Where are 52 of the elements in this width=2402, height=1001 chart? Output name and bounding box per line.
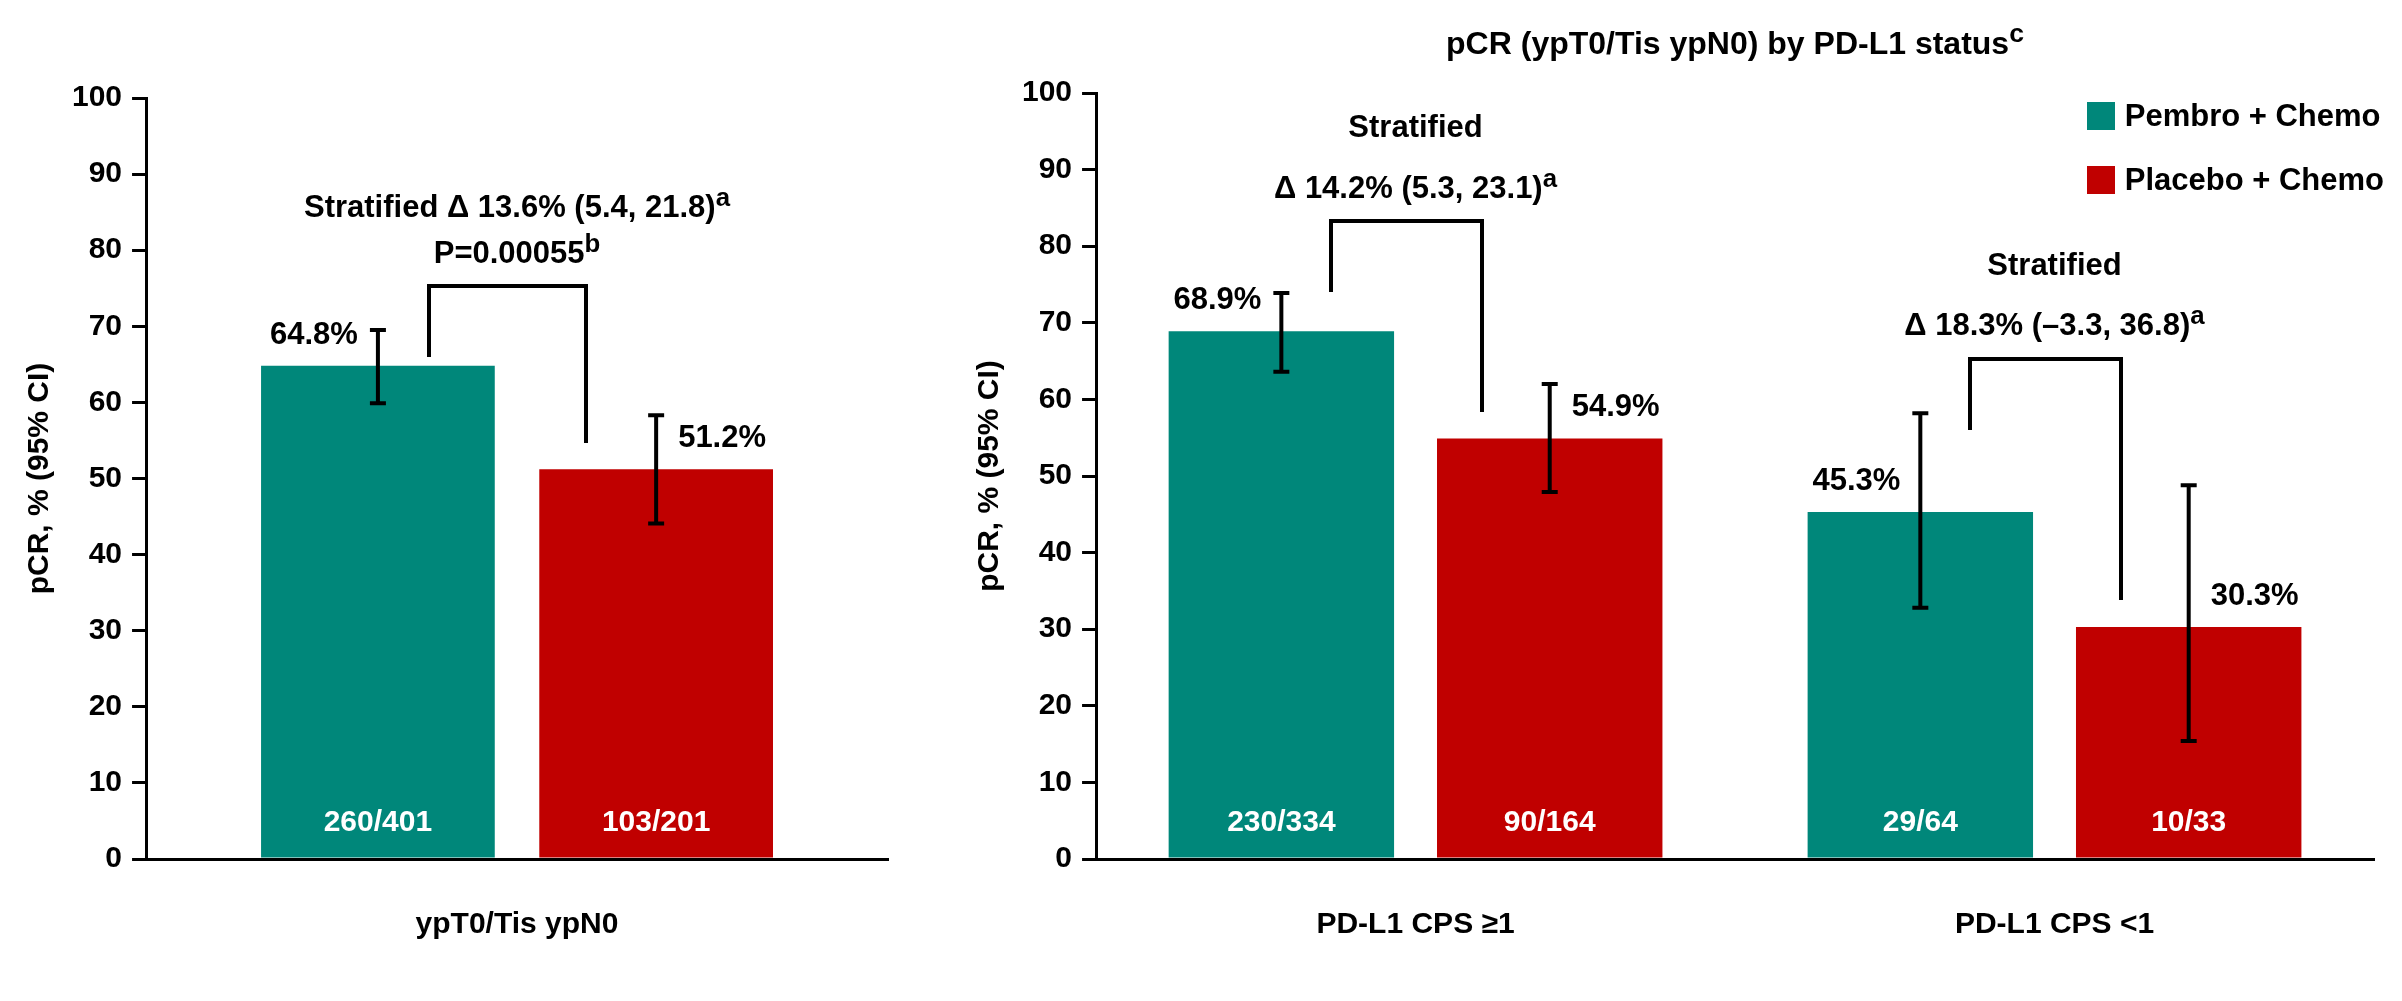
y-tick-label: 80 bbox=[88, 231, 123, 265]
y-axis-title: pCR, % (95% CI) bbox=[971, 360, 1005, 592]
x-tick-label: PD-L1 CPS ≥1 bbox=[1316, 906, 1515, 940]
y-tick-label: 10 bbox=[88, 764, 123, 798]
y-tick-label: 90 bbox=[88, 155, 123, 189]
annotation: Stratified bbox=[1987, 247, 2122, 283]
annotation: Δ 14.2% (5.3, 23.1)$^{a}$ bbox=[1273, 163, 1558, 205]
annotation: Δ 18.3% (–3.3, 36.8)$^{a}$ bbox=[1904, 301, 2205, 343]
y-tick-label: 10 bbox=[1038, 763, 1073, 797]
y-tick-label: 100 bbox=[1021, 74, 1073, 108]
y-tick-label: 30 bbox=[88, 611, 123, 645]
annotation: 29/64 bbox=[1882, 804, 1958, 837]
y-tick-label: 20 bbox=[88, 688, 123, 722]
annotation: Stratified bbox=[1348, 109, 1483, 145]
annotation: 10/33 bbox=[2151, 804, 2227, 837]
annotation: 260/401 bbox=[323, 804, 433, 837]
y-tick-label: 80 bbox=[1038, 227, 1073, 261]
data-label: 64.8% bbox=[270, 315, 358, 351]
annotation: P=0.00055$^{b}$ bbox=[433, 228, 601, 270]
y-tick-label: 0 bbox=[105, 840, 123, 874]
y-tick-label: 90 bbox=[1038, 150, 1073, 184]
y-tick-label: 40 bbox=[88, 535, 123, 569]
y-tick-label: 0 bbox=[1055, 840, 1073, 874]
annotation: 230/334 bbox=[1227, 804, 1336, 837]
legend-label: Placebo + Chemo bbox=[2124, 162, 2384, 198]
y-tick-label: 60 bbox=[88, 383, 123, 417]
y-tick-label: 20 bbox=[1038, 687, 1073, 721]
annotation: 90/164 bbox=[1503, 804, 1596, 837]
bar bbox=[1168, 331, 1395, 858]
y-tick-label: 60 bbox=[1038, 380, 1073, 414]
data-label: 45.3% bbox=[1812, 461, 1901, 497]
bar bbox=[2075, 626, 2302, 858]
annotation: Stratified Δ 13.6% (5.4, 21.8)$^{a}$ bbox=[303, 182, 731, 225]
y-tick-label: 50 bbox=[88, 459, 123, 493]
data-label: 51.2% bbox=[678, 419, 767, 455]
y-axis-title: pCR, % (95% CI) bbox=[21, 362, 55, 595]
y-tick-label: 30 bbox=[1038, 610, 1073, 644]
data-label: 68.9% bbox=[1173, 281, 1262, 317]
y-tick-label: 40 bbox=[1038, 533, 1073, 567]
annotation: 103/201 bbox=[601, 804, 711, 837]
x-tick-label: PD-L1 CPS <1 bbox=[1954, 906, 2155, 940]
y-tick-label: 100 bbox=[71, 79, 123, 113]
data-label: 54.9% bbox=[1571, 388, 1660, 424]
bar bbox=[1807, 512, 2034, 858]
y-tick-label: 70 bbox=[1038, 304, 1073, 338]
data-label: 30.3% bbox=[2210, 576, 2299, 612]
bar bbox=[1437, 438, 1663, 858]
x-tick-label: ypT0/Tis ypN0 bbox=[415, 906, 619, 940]
legend-label: Pembro + Chemo bbox=[2124, 98, 2381, 134]
chart-title: pCR (ypT0/Tis ypN0) by PD-L1 status$^{c}$ bbox=[1445, 18, 2025, 62]
y-tick-label: 50 bbox=[1038, 457, 1073, 491]
y-tick-label: 70 bbox=[88, 307, 123, 341]
